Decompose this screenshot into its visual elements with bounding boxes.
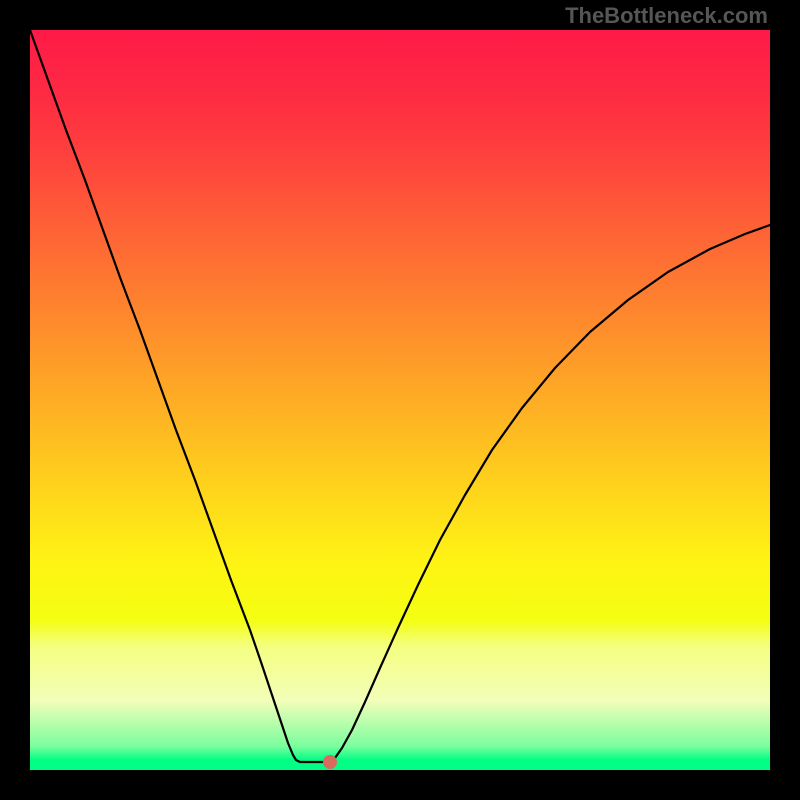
watermark-text: TheBottleneck.com [565, 3, 768, 29]
bottleneck-curve [30, 30, 770, 762]
minimum-marker [323, 755, 337, 769]
curve-layer [0, 0, 800, 800]
chart-frame: TheBottleneck.com [0, 0, 800, 800]
